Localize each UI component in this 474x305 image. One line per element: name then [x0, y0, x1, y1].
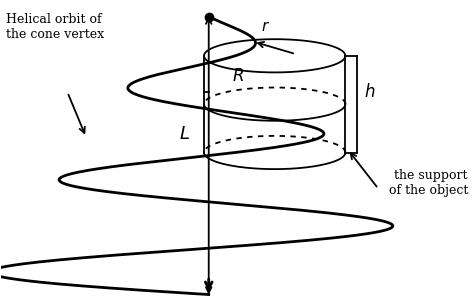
Text: the support
of the object: the support of the object	[389, 169, 468, 197]
Text: r: r	[261, 20, 267, 34]
Text: Helical orbit of
the cone vertex: Helical orbit of the cone vertex	[6, 13, 104, 41]
Text: L: L	[180, 125, 190, 143]
Text: R: R	[232, 67, 244, 85]
Text: h: h	[364, 83, 375, 101]
